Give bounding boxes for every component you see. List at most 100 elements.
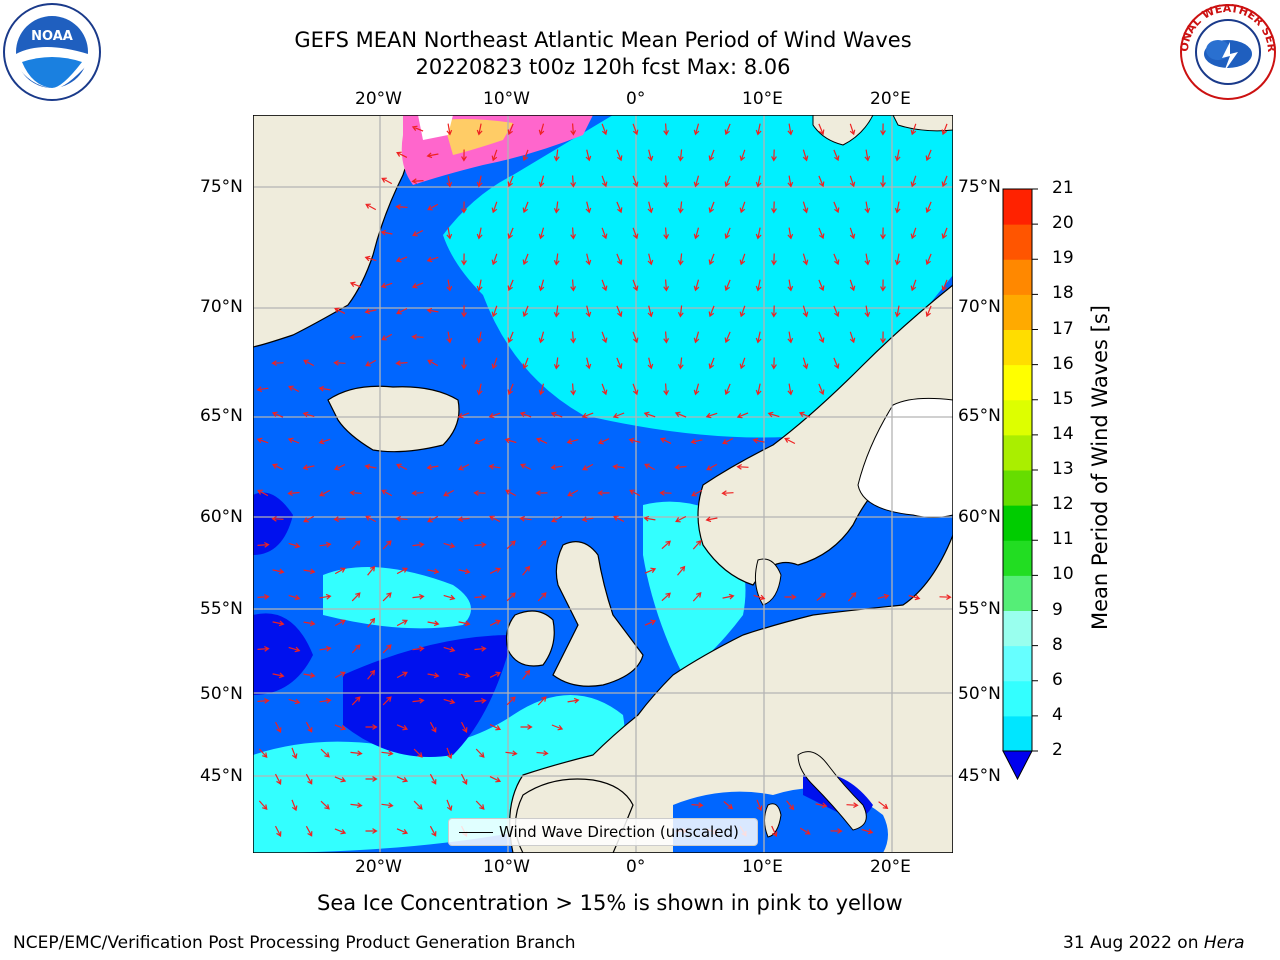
wave-direction-arrow bbox=[538, 279, 545, 292]
wave-direction-arrow bbox=[288, 542, 301, 549]
wave-direction-arrow bbox=[643, 411, 656, 418]
wave-direction-arrow bbox=[473, 490, 486, 496]
wave-direction-arrow bbox=[755, 175, 762, 188]
wave-direction-arrow bbox=[693, 123, 700, 136]
wave-direction-arrow bbox=[585, 253, 592, 266]
footer-credit: NCEP/EMC/Verification Post Processing Pr… bbox=[13, 933, 576, 953]
legend-line-symbol bbox=[459, 832, 493, 833]
wave-direction-arrow bbox=[476, 383, 483, 396]
wave-direction-arrow bbox=[941, 227, 948, 240]
wave-direction-arrow bbox=[382, 592, 392, 602]
wave-direction-arrow bbox=[674, 411, 687, 418]
wave-direction-arrow bbox=[739, 357, 746, 370]
wave-direction-arrow bbox=[849, 331, 856, 344]
colorbar-segment bbox=[1003, 470, 1032, 506]
colorbar-tick-label: 9 bbox=[1052, 599, 1063, 620]
wave-direction-arrow bbox=[724, 227, 731, 240]
wave-direction-arrow bbox=[519, 515, 532, 522]
colorbar-segment bbox=[1003, 434, 1032, 471]
wave-direction-arrow bbox=[551, 724, 564, 731]
colorbar-tick-label: 14 bbox=[1052, 423, 1074, 444]
wave-direction-arrow bbox=[910, 227, 917, 240]
wave-direction-arrow bbox=[396, 776, 409, 783]
wave-direction-arrow bbox=[864, 149, 871, 162]
wave-direction-arrow bbox=[446, 227, 453, 240]
wave-direction-arrow bbox=[461, 201, 467, 214]
wave-direction-arrow bbox=[755, 331, 762, 344]
wave-direction-arrow bbox=[724, 383, 731, 396]
colorbar-segment bbox=[1003, 399, 1032, 436]
wave-direction-arrow bbox=[288, 698, 301, 705]
wave-direction-arrow bbox=[489, 776, 502, 783]
wave-direction-arrow bbox=[446, 747, 453, 760]
wave-direction-arrow bbox=[349, 334, 362, 341]
colorbar-tick-label: 4 bbox=[1052, 704, 1063, 725]
wave-direction-arrow bbox=[632, 383, 639, 396]
colorbar-tick-label: 12 bbox=[1052, 494, 1074, 515]
wave-direction-arrow bbox=[739, 149, 746, 162]
wave-direction-arrow bbox=[910, 279, 917, 292]
lat-label-left: 45°N bbox=[200, 766, 243, 786]
wave-direction-arrow bbox=[257, 541, 270, 548]
wave-direction-arrow bbox=[319, 541, 332, 548]
wave-direction-arrow bbox=[537, 540, 547, 550]
wave-direction-arrow bbox=[632, 227, 639, 240]
wave-direction-arrow bbox=[771, 201, 777, 214]
wave-direction-arrow bbox=[864, 305, 871, 318]
wave-direction-arrow bbox=[535, 437, 548, 444]
wave-direction-arrow bbox=[570, 175, 577, 188]
wave-direction-arrow bbox=[566, 438, 579, 445]
wave-direction-arrow bbox=[491, 149, 498, 162]
colorbar-tick-label: 19 bbox=[1052, 248, 1074, 269]
wave-direction-arrow bbox=[816, 592, 827, 601]
lat-label-right: 50°N bbox=[958, 684, 1001, 704]
wave-direction-arrow bbox=[784, 437, 796, 445]
wave-direction-arrow bbox=[507, 383, 514, 396]
noaa-logo-text: NOAA bbox=[31, 29, 73, 44]
wave-direction-arrow bbox=[256, 386, 269, 393]
wave-direction-arrow bbox=[849, 175, 856, 188]
wave-direction-arrow bbox=[257, 645, 270, 652]
wave-direction-arrow bbox=[818, 383, 825, 396]
wave-direction-arrow bbox=[426, 256, 439, 263]
wave-direction-arrow bbox=[585, 357, 592, 370]
wave-direction-arrow bbox=[476, 331, 483, 344]
wave-direction-arrow bbox=[880, 331, 886, 344]
wave-direction-arrow bbox=[601, 123, 608, 136]
wave-direction-arrow bbox=[787, 383, 794, 396]
wave-direction-arrow bbox=[677, 357, 684, 370]
wave-direction-arrow bbox=[272, 672, 285, 679]
wave-direction-arrow bbox=[319, 593, 332, 600]
wave-direction-arrow bbox=[522, 305, 529, 318]
wave-direction-arrow bbox=[894, 253, 901, 266]
wave-direction-arrow bbox=[647, 149, 654, 162]
wave-direction-arrow bbox=[395, 360, 408, 367]
wave-direction-arrow bbox=[802, 305, 809, 318]
wave-direction-arrow bbox=[756, 799, 763, 812]
wave-direction-arrow bbox=[833, 253, 840, 266]
wave-direction-arrow bbox=[663, 175, 670, 188]
wave-direction-arrow bbox=[443, 646, 456, 653]
colorbar-segment bbox=[1003, 680, 1032, 717]
wave-direction-arrow bbox=[787, 227, 794, 240]
wave-direction-arrow bbox=[365, 203, 377, 211]
wave-direction-arrow bbox=[458, 568, 471, 575]
colorbar-segment bbox=[1003, 645, 1032, 682]
wave-direction-arrow bbox=[412, 229, 424, 237]
wave-direction-arrow bbox=[461, 305, 467, 318]
wave-area-cyan-north bbox=[443, 115, 953, 438]
wave-direction-arrow bbox=[271, 360, 284, 367]
lat-label-left: 55°N bbox=[200, 599, 243, 619]
lat-label-left: 60°N bbox=[200, 507, 243, 527]
wave-direction-arrow bbox=[705, 412, 718, 419]
wave-direction-arrow bbox=[443, 542, 456, 549]
colorbar-segment bbox=[1003, 364, 1032, 401]
wave-direction-arrow bbox=[647, 201, 654, 214]
wave-direction-arrow bbox=[412, 593, 425, 600]
wave-direction-arrow bbox=[272, 463, 284, 470]
legend-label: Wind Wave Direction (unscaled) bbox=[499, 823, 739, 841]
wave-direction-arrow bbox=[941, 279, 948, 292]
wave-direction-arrow bbox=[925, 305, 932, 318]
map-subtitle: 20220823 t00z 120h fcst Max: 8.06 bbox=[415, 55, 791, 79]
wave-direction-arrow bbox=[350, 750, 363, 757]
